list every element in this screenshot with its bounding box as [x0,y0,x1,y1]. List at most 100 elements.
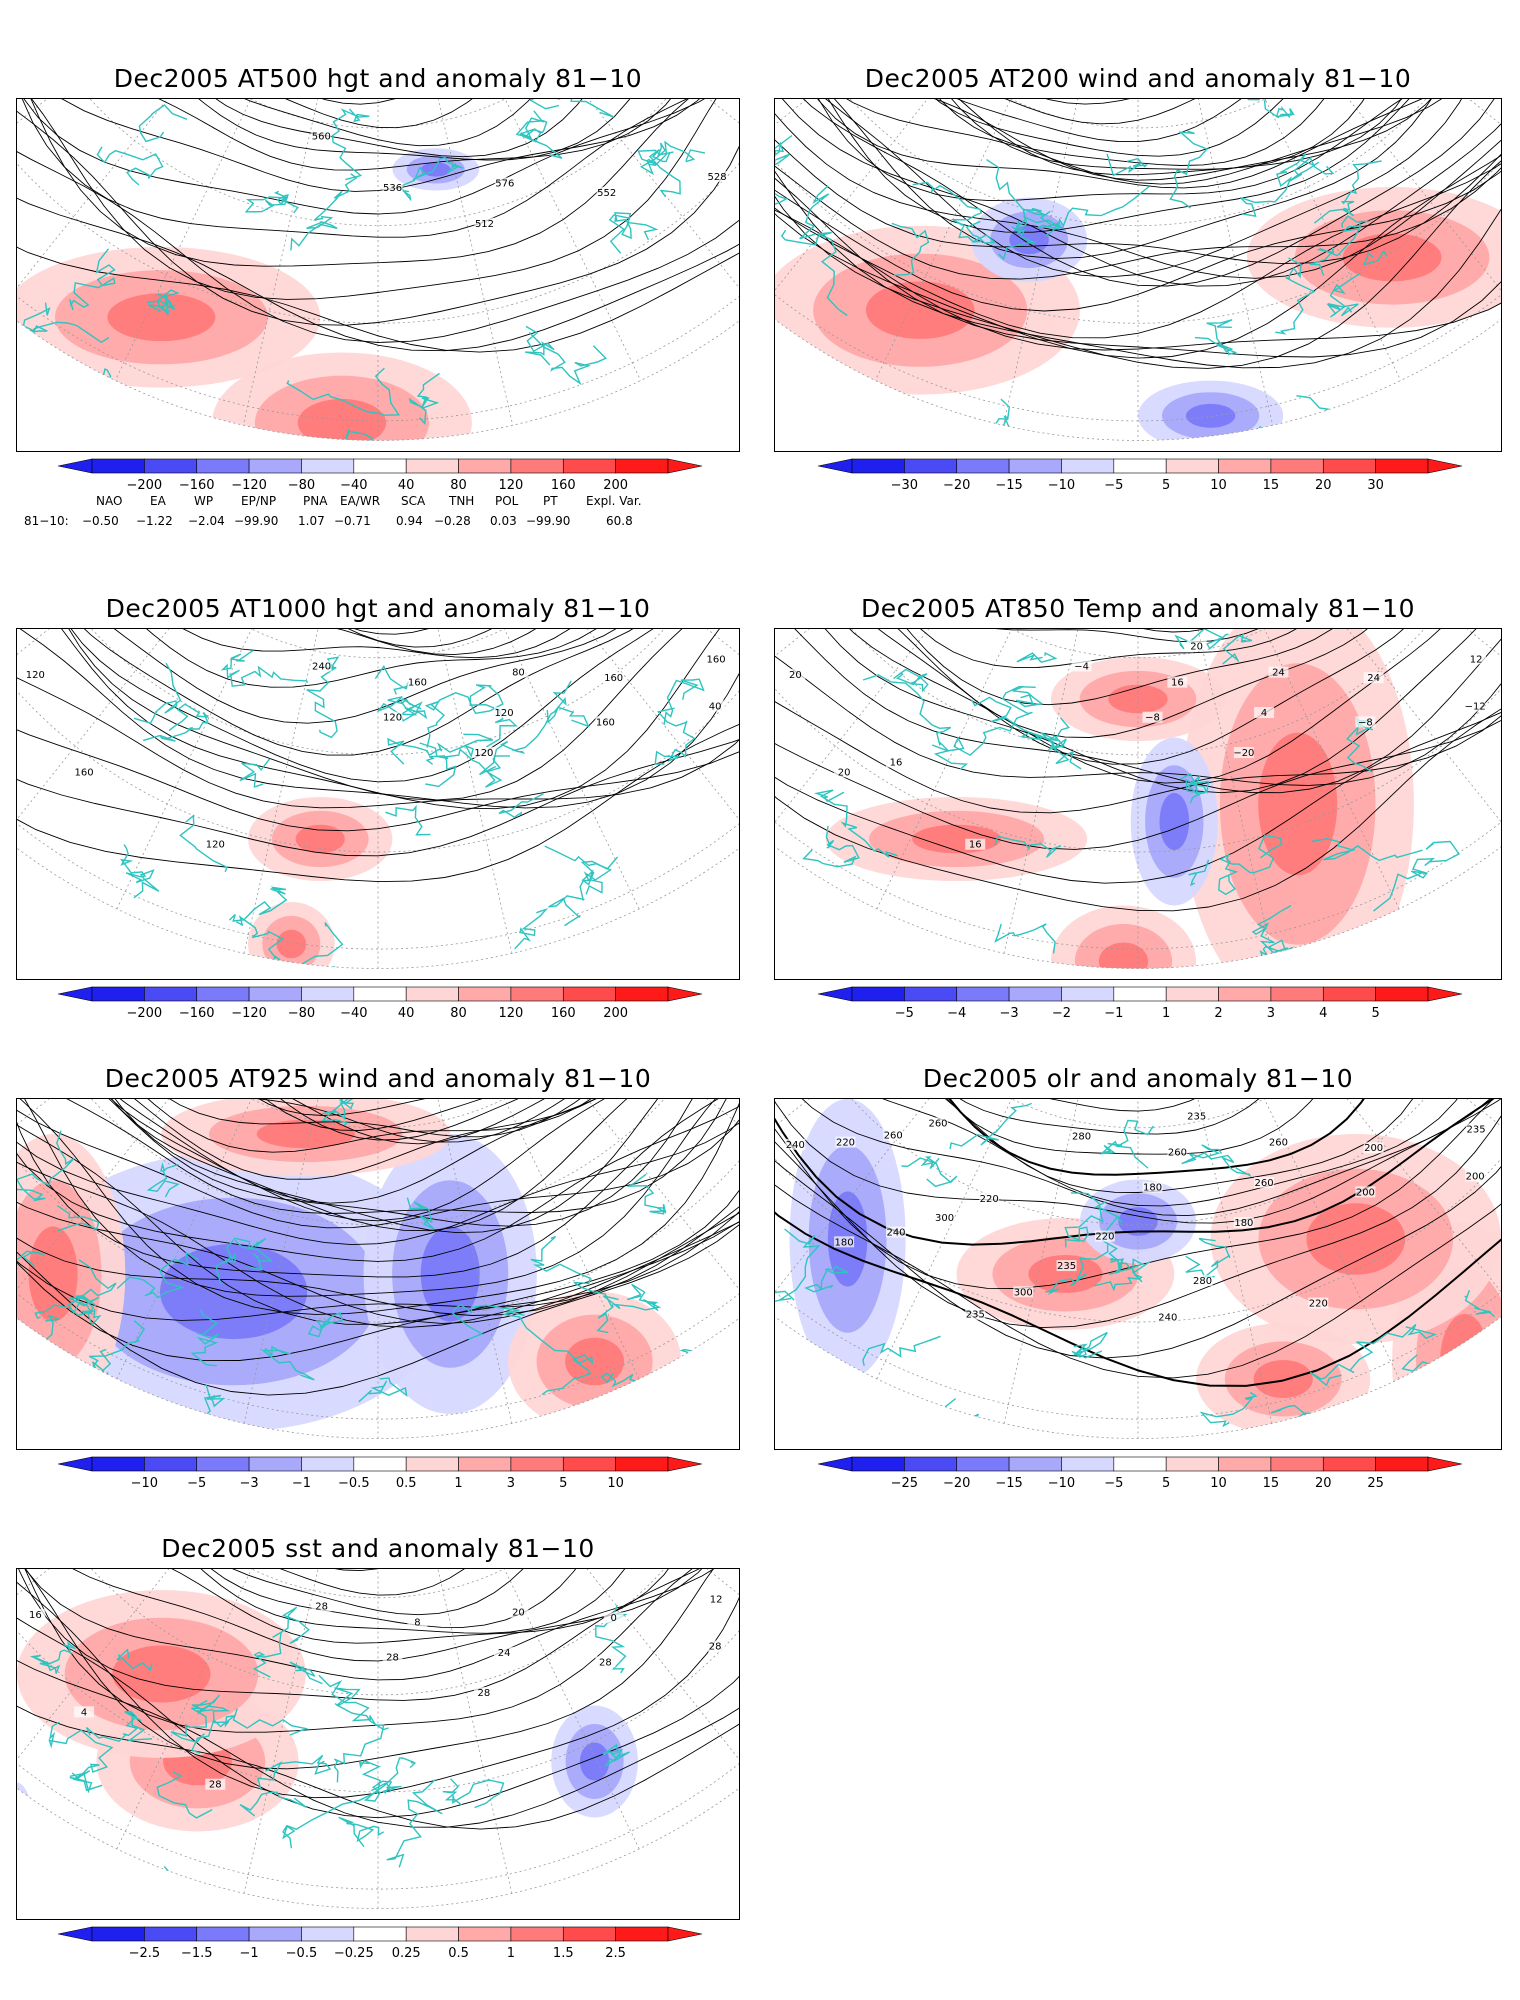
coastline [190,1309,220,1367]
coastline [530,1235,614,1334]
streamline [853,99,1450,157]
anomaly-shading [1306,1203,1406,1275]
coastline [363,1757,417,1802]
latitude-gridline [17,99,739,324]
coastline [1247,99,1295,119]
colorbar-swatch [510,1456,564,1472]
contour-line [27,629,727,688]
colorbar-tick-label: 5 [1371,1006,1380,1021]
coastline [893,668,929,693]
tele-value-eawr: −0.71 [334,514,371,528]
panel-title-200wind: Dec2005 AT200 wind and anomaly 81−10 [864,64,1412,93]
contour-label: 180 [835,1237,854,1248]
coastline [85,1710,153,1742]
coastline [216,436,281,441]
contour-label: 200 [1364,1143,1383,1154]
meridian-gridline [990,1099,1139,1439]
contour-line [17,1569,723,1644]
coastline [1174,629,1229,650]
contour-label: 240 [1158,1312,1177,1323]
hemisphere-edge [775,318,1501,441]
contour-label-bg [25,668,46,680]
anomaly-shading [1098,942,1149,969]
contour-line [17,1569,739,1770]
colorbar-right-arrow [1427,1456,1462,1472]
colorbar-swatch [1218,986,1272,1002]
coastline [235,915,319,969]
contour-line [842,1099,1442,1155]
coastline [901,1156,958,1188]
coastline [244,190,299,214]
hemisphere-edge [775,1316,1501,1439]
coastline [1373,840,1461,912]
colorbar-swatch [1165,986,1219,1002]
coastline [34,1295,100,1320]
colorbar-swatch [851,1456,905,1472]
map-canvas: 28 28 28 28 28 24 12 8 4 0 16 20 28 [17,1569,739,1909]
contour-label-bg [1254,1177,1275,1189]
contour-label: 0 [610,1613,616,1624]
coastline [406,1197,435,1230]
coastline [933,685,1036,770]
meridian-gridline [377,629,526,969]
contour-label-bg [473,747,494,759]
streamline [775,99,1501,233]
colorbar-right-arrow [667,1456,702,1472]
contour-label: 300 [1014,1287,1033,1298]
colorbar-tick-label: −40 [340,1006,368,1021]
contour-label-bg [382,182,403,194]
map-1000hgt: 120 40 120 160 240 120 160 160 160 160 120 80 120 [16,628,740,980]
contour-line [775,1099,1501,1329]
contour-label-bg [1094,1230,1115,1242]
colorbar-olr: −25 −20 −15 −10 −5 5 10 15 20 25 [818,1456,1462,1496]
coastline [385,804,431,836]
coastline [282,1759,381,1849]
colorbar-swatch [405,458,459,474]
colorbar-tick-label: −10 [1047,1476,1076,1491]
colorbar-swatch [301,458,355,474]
contour-label: 28 [709,1642,722,1653]
contour-line [17,99,730,171]
colorbar-tick-label: 2 [1214,1006,1223,1021]
colorbar-tick-label: −20 [943,478,971,493]
streamline [17,1099,739,1278]
contour-line [128,1569,647,1596]
colorbar-swatch [615,1926,669,1942]
colorbar-tick-label: 2.5 [605,1946,626,1961]
panel-title-sst: Dec2005 sst and anomaly 81−10 [161,1534,595,1563]
coastline [338,1816,385,1848]
colorbar-swatch [405,1926,459,1942]
meridian-gridline [230,1099,379,1439]
contour-line [22,629,733,724]
contour-line [17,629,739,883]
coastline [891,222,930,276]
colorbar-swatches [58,1456,702,1472]
meridian-gridline [90,629,379,964]
contour-label-bg [494,707,515,719]
contour-label: 20 [838,767,851,778]
colorbar-tick-label: −1.5 [180,1946,213,1961]
coastline [639,140,706,176]
contour-line [775,629,1501,850]
colorbar-swatch [144,1926,198,1942]
colorbar-swatch [196,1456,250,1472]
anomaly-shading [865,281,975,339]
colorbar-swatch [956,986,1010,1002]
contour-line [75,629,686,656]
colorbar-tick-label: −30 [890,478,919,493]
contour-label-bg [382,711,403,723]
coastline [96,146,164,186]
colorbar-swatch [196,458,250,474]
colorbar-swatch [1375,986,1429,1002]
contour-label: 4 [1261,708,1267,719]
colorbar-tick-label: 30 [1367,478,1384,493]
map-200wind [774,98,1502,452]
colorbar-swatch [1270,458,1324,474]
colorbar-left-arrow [818,986,853,1002]
contour-label-bg [1466,1123,1487,1135]
coastline [1326,272,1361,318]
coastline [503,1307,594,1396]
coastline [780,903,844,942]
colorbar-swatch [562,458,616,474]
contour-label-bg [595,1656,616,1668]
